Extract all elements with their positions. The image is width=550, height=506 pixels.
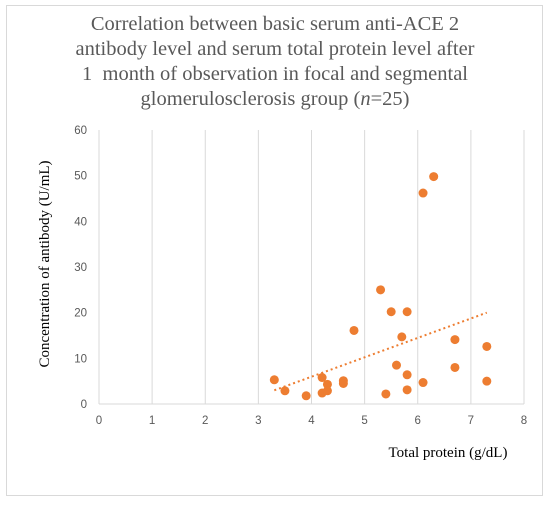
- y-tick-label-3: 30: [74, 262, 87, 274]
- data-point-23: [482, 341, 492, 351]
- data-point-8: [338, 378, 348, 388]
- data-point-24: [482, 376, 492, 386]
- chart-title-line-4-count: =25): [370, 88, 410, 110]
- data-point-18: [418, 188, 428, 198]
- chart-title-n-symbol: n: [360, 88, 371, 110]
- trendline: [273, 311, 488, 392]
- data-point-3: [317, 373, 327, 383]
- x-axis-title: Total protein (g/dL): [389, 445, 508, 461]
- data-point-21: [450, 335, 460, 345]
- x-tick-label-6: 6: [415, 415, 421, 427]
- y-tick-label-1: 10: [74, 353, 87, 365]
- x-tick-label-8: 8: [521, 415, 527, 427]
- x-tick-label-4: 4: [308, 415, 315, 427]
- y-tick-label-5: 50: [74, 171, 87, 183]
- data-point-17: [402, 385, 412, 395]
- x-tick-labels: 0 1 2 3 4 5 6 7 8: [96, 415, 527, 427]
- data-point-0: [269, 375, 279, 385]
- chart-title-line-3: 1 month of observation in focal and segm…: [82, 63, 468, 85]
- data-points: [269, 172, 492, 401]
- chart-title-line-4-text: glomerulosclerosis group (: [140, 88, 361, 110]
- y-tick-label-4: 40: [74, 216, 87, 228]
- data-point-13: [392, 360, 401, 370]
- x-tick-label-3: 3: [255, 415, 261, 427]
- chart-frame: [6, 5, 543, 496]
- data-point-20: [429, 172, 439, 182]
- data-point-14: [397, 332, 407, 342]
- y-tick-label-0: 0: [81, 399, 87, 411]
- data-point-6: [322, 386, 332, 396]
- y-tick-labels: 0 10 20 30 40 50 60: [74, 125, 87, 411]
- trendline-group: [273, 311, 488, 392]
- chart-title: Correlation between basic serum anti-ACE…: [0, 12, 550, 112]
- data-point-11: [381, 389, 391, 399]
- grid-lines: [98, 130, 525, 405]
- y-tick-label-2: 20: [74, 308, 87, 320]
- data-point-19: [418, 378, 428, 388]
- data-point-2: [301, 391, 311, 401]
- data-point-16: [402, 370, 412, 380]
- data-point-15: [402, 307, 412, 317]
- y-axis-title: Concentration of antibody (U/mL): [37, 160, 53, 367]
- data-point-10: [376, 285, 386, 295]
- chart-title-line-1: Correlation between basic serum anti-ACE…: [90, 13, 460, 35]
- x-tick-label-1: 1: [149, 415, 155, 427]
- data-point-9: [349, 325, 359, 335]
- y-tick-label-6: 60: [74, 125, 87, 137]
- x-tick-label-2: 2: [202, 415, 208, 427]
- x-tick-label-5: 5: [361, 415, 367, 427]
- data-point-1: [280, 386, 290, 396]
- chart-title-line-4: glomerulosclerosis group (n=25): [0, 87, 550, 112]
- x-tick-label-7: 7: [468, 415, 474, 427]
- data-point-5: [322, 379, 332, 389]
- data-point-22: [450, 362, 460, 372]
- data-point-12: [386, 307, 396, 317]
- x-tick-label-0: 0: [96, 415, 102, 427]
- chart-title-line-2: antibody level and serum total protein l…: [75, 38, 475, 60]
